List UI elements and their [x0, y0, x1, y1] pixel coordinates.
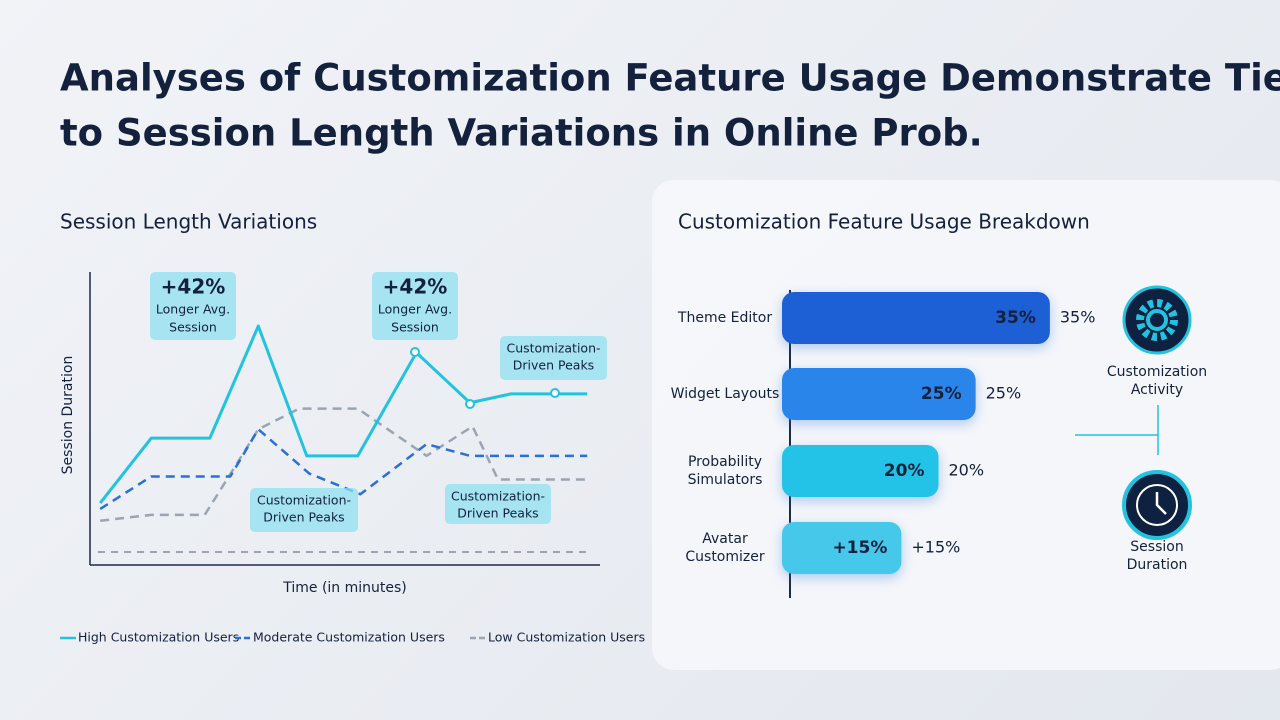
legend-label: Moderate Customization Users — [253, 630, 445, 645]
annotation-text: Driven Peaks — [457, 506, 538, 521]
bar-value-label: 25% — [986, 384, 1022, 403]
legend-label: High Customization Users — [78, 630, 239, 645]
page-title: to Session Length Variations in Online P… — [60, 112, 983, 155]
bar — [782, 292, 1050, 344]
bar — [782, 445, 939, 497]
y-axis-label: Session Duration — [60, 356, 76, 475]
annotation-text: +42% — [161, 275, 226, 299]
category-label: Widget Layouts — [670, 386, 780, 402]
annotation-text: +42% — [383, 275, 448, 299]
annotation-text: Customization- — [451, 489, 545, 504]
annotation: Customization- Driven Peaks — [445, 484, 551, 524]
bar — [782, 522, 902, 574]
x-axis-label: Time (in minutes) — [282, 580, 407, 596]
line-series — [100, 407, 588, 522]
annotation-box — [150, 272, 236, 340]
annotation-text: Customization- — [506, 341, 600, 356]
annotation-box — [372, 272, 458, 340]
annotation-box — [500, 336, 607, 380]
bar-value-label: 20% — [884, 461, 925, 481]
bar — [782, 368, 976, 420]
legend-label: Low Customization Users — [488, 630, 645, 645]
annotation-text: Longer Avg. — [378, 302, 452, 317]
panel — [652, 180, 1280, 670]
bar-value-label: 35% — [995, 308, 1036, 328]
annotation: Customization- Driven Peaks — [250, 488, 358, 532]
annotation: +42% Longer Avg. Session — [150, 272, 236, 340]
annotation-text: Driven Peaks — [513, 358, 594, 373]
annotation-text: Session — [169, 320, 217, 335]
highlight-dot — [465, 399, 475, 409]
annotation-box — [250, 488, 358, 532]
annotation: Customization- Driven Peaks — [500, 336, 607, 380]
highlight-dot — [550, 388, 560, 398]
annotation-text: Driven Peaks — [263, 510, 344, 525]
icon-label: Session Duration — [1126, 539, 1188, 573]
line-series — [99, 324, 588, 504]
line-series — [99, 428, 588, 511]
page-title: Analyses of Customization Feature Usage … — [60, 57, 1280, 100]
bar-value-label: +15% — [911, 538, 960, 557]
bar-value-label: 25% — [921, 384, 962, 404]
annotation-text: Longer Avg. — [156, 302, 230, 317]
clock-icon — [1122, 470, 1192, 540]
annotation-box — [445, 484, 551, 524]
highlight-dot — [410, 347, 420, 357]
category-label: Probability Simulators — [687, 454, 763, 488]
category-label: Avatar Customizer — [685, 531, 765, 565]
icon-label: Customization Activity — [1106, 364, 1208, 398]
annotation-text: Customization- — [257, 493, 351, 508]
chart-title: Session Length Variations — [60, 210, 317, 234]
gear-icon — [1122, 285, 1192, 355]
annotation-text: Session — [391, 320, 439, 335]
category-label: Theme Editor — [677, 310, 773, 326]
chart-title: Customization Feature Usage Breakdown — [678, 210, 1090, 234]
bar-value-label: 20% — [949, 461, 985, 480]
bar-value-label: +15% — [832, 538, 887, 558]
annotation: +42% Longer Avg. Session — [372, 272, 458, 340]
bar-value-label: 35% — [1060, 308, 1096, 327]
